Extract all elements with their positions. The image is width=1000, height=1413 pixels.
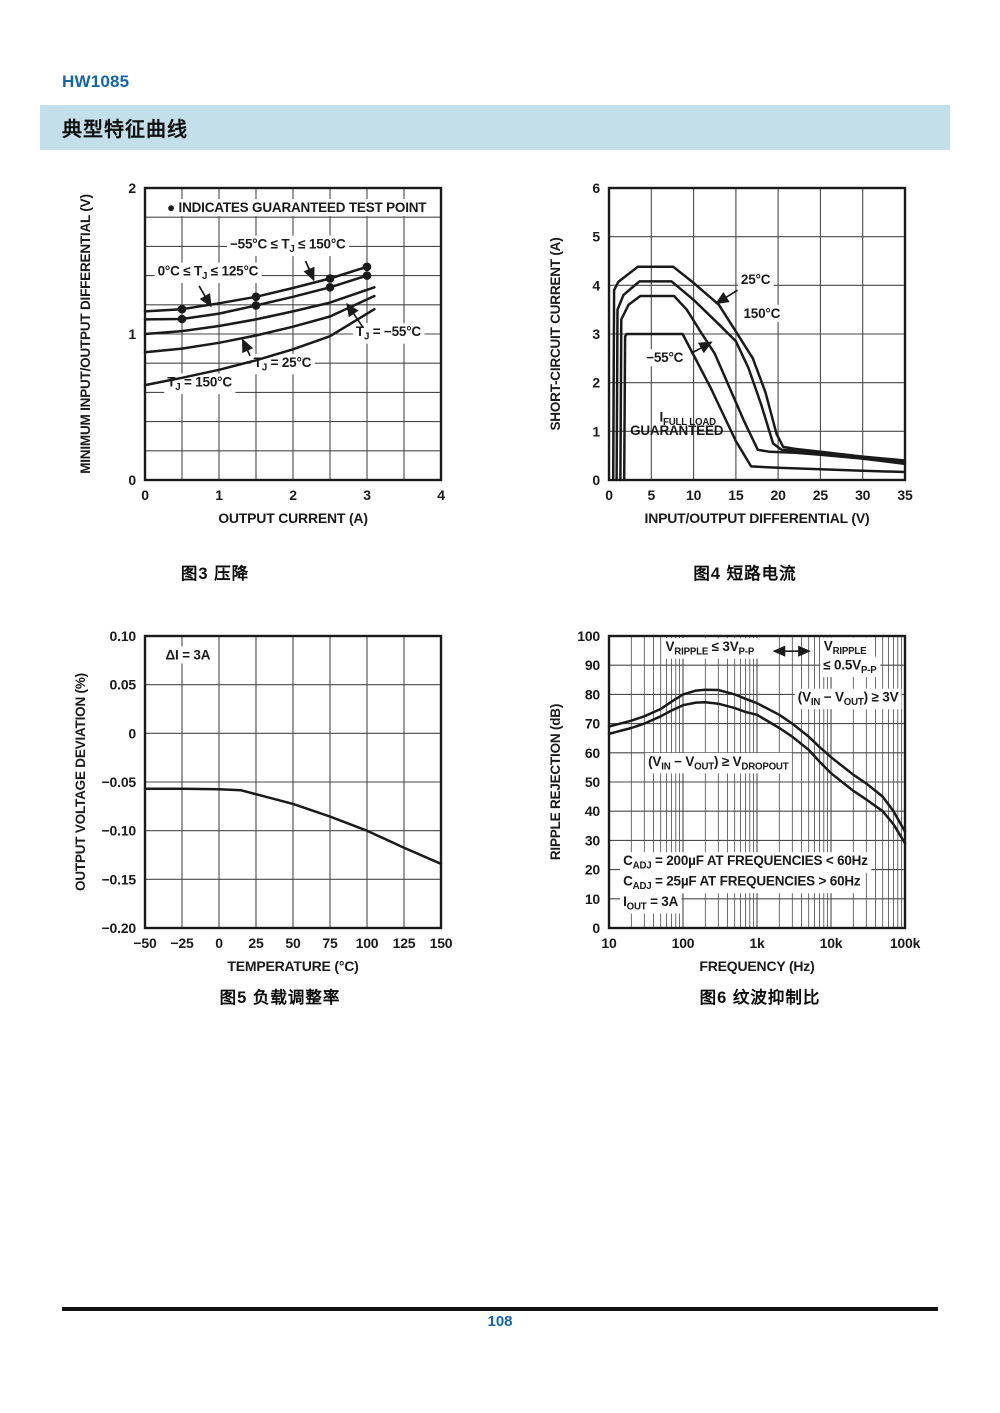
svg-text:−25: −25	[170, 935, 194, 951]
figure4-caption: 图4 短路电流	[693, 565, 797, 583]
svg-text:CADJ = 25µF AT FREQUENCIES > 6: CADJ = 25µF AT FREQUENCIES > 60Hz	[623, 874, 861, 893]
svg-text:VRIPPLE: VRIPPLE	[824, 639, 867, 658]
svg-text:TJ = 150°C: TJ = 150°C	[167, 375, 232, 394]
svg-text:GUARANTEED: GUARANTEED	[630, 423, 724, 438]
svg-text:1: 1	[592, 423, 600, 439]
figure3-dropout-chart: ● INDICATES GUARANTEED TEST POINT −55°C ≤…	[78, 180, 445, 526]
svg-text:−0.05: −0.05	[102, 774, 137, 790]
svg-text:2: 2	[128, 180, 136, 196]
svg-text:25°C: 25°C	[741, 272, 771, 287]
svg-text:CADJ = 200µF AT FREQUENCIES <: CADJ = 200µF AT FREQUENCIES < 60Hz	[623, 853, 868, 872]
svg-text:50: 50	[585, 774, 601, 790]
svg-text:150: 150	[430, 935, 453, 951]
svg-text:30: 30	[585, 832, 601, 848]
svg-text:MINIMUM INPUT/OUTPUT DIFFERENT: MINIMUM INPUT/OUTPUT DIFFERENTIAL (V)	[78, 194, 93, 474]
svg-text:TJ = 25°C: TJ = 25°C	[254, 355, 312, 374]
svg-text:ΔI = 3A: ΔI = 3A	[166, 647, 211, 662]
svg-text:1k: 1k	[749, 935, 765, 951]
svg-text:2: 2	[289, 487, 297, 503]
svg-text:IOUT = 3A: IOUT = 3A	[623, 894, 679, 913]
svg-text:30: 30	[855, 487, 871, 503]
svg-text:0: 0	[215, 935, 223, 951]
svg-text:75: 75	[322, 935, 338, 951]
figure3-caption: 图3 压降	[180, 565, 250, 583]
svg-text:−0.10: −0.10	[102, 823, 137, 839]
svg-text:0.10: 0.10	[110, 628, 137, 644]
svg-text:20: 20	[585, 862, 601, 878]
svg-text:TJ = −55°C: TJ = −55°C	[356, 324, 422, 343]
svg-text:5: 5	[592, 229, 600, 245]
footer-rule	[62, 1307, 938, 1311]
svg-text:0: 0	[605, 487, 613, 503]
svg-text:10: 10	[686, 487, 702, 503]
svg-text:≤ 0.5VP-P: ≤ 0.5VP-P	[823, 658, 877, 677]
svg-text:● INDICATES GUARANTEED TEST PO: ● INDICATES GUARANTEED TEST POINT	[167, 200, 427, 215]
svg-text:0: 0	[592, 920, 600, 936]
svg-text:50: 50	[285, 935, 301, 951]
svg-text:15: 15	[728, 487, 744, 503]
svg-text:100: 100	[577, 628, 600, 644]
svg-text:100k: 100k	[890, 935, 921, 951]
svg-text:10: 10	[601, 935, 617, 951]
svg-text:TEMPERATURE (°C): TEMPERATURE (°C)	[227, 958, 358, 974]
svg-text:−50: −50	[133, 935, 157, 951]
svg-text:−55°C: −55°C	[646, 350, 683, 365]
svg-text:3: 3	[592, 326, 600, 342]
svg-text:60: 60	[585, 745, 601, 761]
svg-text:4: 4	[592, 277, 600, 293]
svg-text:−0.15: −0.15	[102, 871, 137, 887]
figure6-ripple-rejection-chart: VRIPPLE ≤ 3VP-P VRIPPLE≤ 0.5VP-P (VIN − VO…	[548, 628, 921, 974]
svg-text:OUTPUT VOLTAGE DEVIATION (%): OUTPUT VOLTAGE DEVIATION (%)	[73, 673, 88, 891]
svg-text:VRIPPLE ≤ 3VP-P: VRIPPLE ≤ 3VP-P	[665, 639, 754, 658]
svg-text:1: 1	[215, 487, 223, 503]
svg-text:2: 2	[592, 375, 600, 391]
svg-text:0: 0	[128, 725, 136, 741]
svg-text:1: 1	[128, 326, 136, 342]
svg-text:0.05: 0.05	[110, 677, 137, 693]
svg-text:35: 35	[897, 487, 913, 503]
svg-text:6: 6	[592, 180, 600, 196]
svg-text:70: 70	[585, 716, 601, 732]
svg-text:40: 40	[585, 803, 601, 819]
section-banner: 典型特征曲线	[40, 105, 950, 150]
svg-text:20: 20	[771, 487, 787, 503]
section-title: 典型特征曲线	[62, 119, 188, 141]
svg-text:3: 3	[363, 487, 371, 503]
svg-text:10k: 10k	[820, 935, 843, 951]
svg-text:25: 25	[248, 935, 264, 951]
part-number: HW1085	[62, 72, 130, 91]
svg-text:INPUT/OUTPUT DIFFERENTIAL (V): INPUT/OUTPUT DIFFERENTIAL (V)	[645, 510, 870, 526]
svg-text:150°C: 150°C	[744, 306, 781, 321]
svg-text:−0.20: −0.20	[102, 920, 137, 936]
svg-text:100: 100	[356, 935, 379, 951]
svg-text:0°C ≤ TJ ≤ 125°C: 0°C ≤ TJ ≤ 125°C	[158, 264, 259, 283]
svg-text:0: 0	[128, 472, 136, 488]
svg-text:80: 80	[585, 686, 601, 702]
svg-text:4: 4	[437, 487, 445, 503]
svg-text:RIPPLE REJECTION (dB): RIPPLE REJECTION (dB)	[548, 704, 563, 860]
svg-text:90: 90	[585, 657, 601, 673]
svg-text:0: 0	[141, 487, 149, 503]
page-number: 108	[487, 1313, 513, 1330]
svg-text:0: 0	[592, 472, 600, 488]
svg-text:SHORT-CIRCUIT CURRENT (A): SHORT-CIRCUIT CURRENT (A)	[548, 238, 563, 431]
figure6-caption: 图6 纹波抑制比	[699, 989, 821, 1007]
svg-text:10: 10	[585, 891, 601, 907]
figure5-caption: 图5 负载调整率	[219, 989, 341, 1007]
svg-text:100: 100	[672, 935, 695, 951]
svg-text:−55°C ≤ TJ ≤ 150°C: −55°C ≤ TJ ≤ 150°C	[230, 237, 346, 256]
svg-text:125: 125	[393, 935, 416, 951]
svg-text:(VIN − VOUT) ≥ 3V: (VIN − VOUT) ≥ 3V	[798, 690, 899, 709]
svg-text:OUTPUT CURRENT (A): OUTPUT CURRENT (A)	[218, 510, 368, 526]
figure5-load-regulation-chart: ΔI = 3A −50 −25 0 25 50 75 100 125 150 0.10 0.05 0 −0…	[73, 628, 453, 974]
svg-text:FREQUENCY (Hz): FREQUENCY (Hz)	[699, 958, 814, 974]
svg-text:25: 25	[813, 487, 829, 503]
svg-text:(VIN − VOUT) ≥ VDROPOUT: (VIN − VOUT) ≥ VDROPOUT	[648, 754, 789, 773]
svg-text:IFULL LOAD: IFULL LOAD	[659, 410, 716, 429]
svg-text:5: 5	[648, 487, 656, 503]
